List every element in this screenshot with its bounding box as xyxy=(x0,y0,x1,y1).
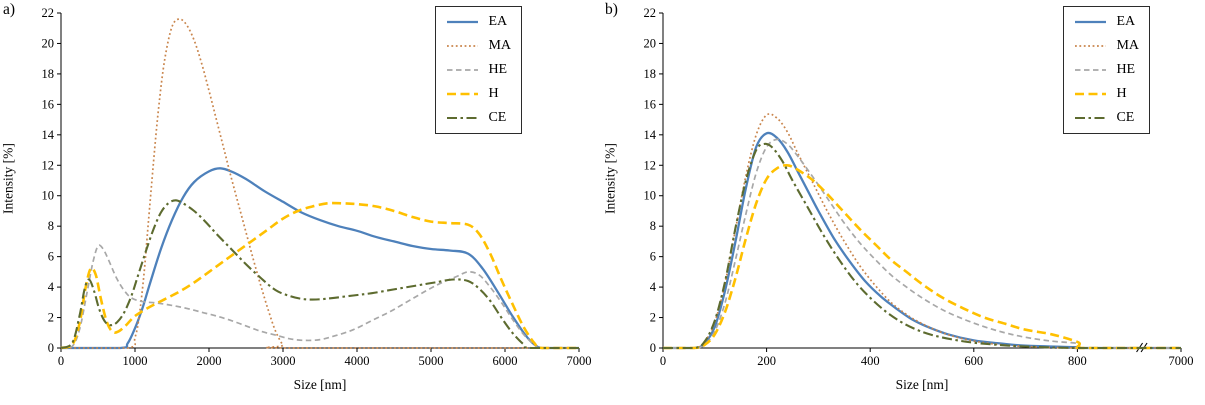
legend-entry-EA: EA xyxy=(446,15,511,29)
panel-b: b) Intensity [%] 0 2 4 6 8 10 12 14 16 18 20 22 0 200… xyxy=(602,0,1204,405)
panel-a-label: a) xyxy=(3,1,16,18)
y-tick-label: 0 xyxy=(48,341,54,355)
x-tick-label: 7000 xyxy=(567,354,592,368)
chart-a-canvas: 0 2 4 6 8 10 12 14 16 18 20 22 0 1000 2000 3000 4000 5000… xyxy=(42,6,592,368)
legend-entry-HE: HE xyxy=(1074,63,1139,77)
x-tick-label: 1000 xyxy=(123,354,148,368)
legend-label: H xyxy=(1116,86,1127,101)
legend-entry-MA: MA xyxy=(446,39,511,53)
legend-entry-EA: EA xyxy=(1074,15,1139,29)
y-tick-label: 2 xyxy=(48,311,54,325)
series-line-H xyxy=(663,163,1181,350)
legend-entry-H: H xyxy=(1074,87,1139,101)
legend-entry-CE: CE xyxy=(446,111,511,125)
legend-line-sample-CE xyxy=(447,116,479,120)
legend-line-sample-MA xyxy=(447,45,479,47)
y-tick-label: 6 xyxy=(650,250,656,264)
y-axis-title-b: Intensity [%] xyxy=(602,143,618,215)
y-tick-label: 10 xyxy=(42,189,55,203)
legend-line-sample-MA xyxy=(1075,45,1107,47)
y-tick-label: 6 xyxy=(48,250,54,264)
y-tick-label: 22 xyxy=(644,6,657,20)
x-tick-label: 0 xyxy=(660,354,666,368)
series-line-CE xyxy=(60,199,579,350)
legend-entry-H: H xyxy=(446,87,511,101)
series-line-EA xyxy=(663,131,1181,350)
panel-a: a) Intensity [%] 0 2 4 6 8 10 12 14 16 18 20 22 0 100… xyxy=(0,0,602,405)
x-tick-label: 6000 xyxy=(493,354,518,368)
x-axis-title-b: Size [nm] xyxy=(895,377,949,392)
x-axis-title-a: Size [nm] xyxy=(293,377,347,392)
series-line-MA xyxy=(663,113,1181,349)
legend-line-sample-H xyxy=(1075,92,1107,96)
x-tick-label: 5000 xyxy=(419,354,444,368)
legend-line-sample-HE xyxy=(1075,69,1107,71)
y-tick-label: 14 xyxy=(644,128,657,142)
legend-line-sample-EA xyxy=(447,20,479,24)
chart-b-canvas: 0 2 4 6 8 10 12 14 16 18 20 22 0 200 400 600 800 7000 xyxy=(644,6,1194,368)
y-tick-label: 20 xyxy=(644,36,657,50)
y-tick-label: 8 xyxy=(48,219,54,233)
y-tick-label: 12 xyxy=(644,158,657,172)
legend-line-sample-CE xyxy=(1075,116,1107,120)
x-tick-label: 0 xyxy=(58,354,64,368)
legend-label: EA xyxy=(1116,14,1136,29)
y-tick-label: 14 xyxy=(42,128,55,142)
y-tick-label: 4 xyxy=(650,280,657,294)
y-tick-label: 10 xyxy=(644,189,657,203)
x-tick-label: 2000 xyxy=(197,354,222,368)
legend-line-sample-EA xyxy=(1075,20,1107,24)
legend-label: H xyxy=(488,86,499,101)
legend-a: EA MA HE H CE xyxy=(435,6,522,134)
legend-b: EA MA HE H CE xyxy=(1063,6,1150,134)
series-line-HE xyxy=(663,138,1181,349)
y-axis-title-a: Intensity [%] xyxy=(0,143,16,215)
legend-label: HE xyxy=(1116,62,1136,77)
legend-label: EA xyxy=(488,14,508,29)
legend-entry-HE: HE xyxy=(446,63,511,77)
legend-line-sample-HE xyxy=(447,69,479,71)
series-line-HE xyxy=(60,244,579,349)
x-tick-label: 200 xyxy=(757,354,776,368)
panel-b-label: b) xyxy=(605,1,618,18)
y-tick-label: 18 xyxy=(644,67,657,81)
y-tick-label: 8 xyxy=(650,219,656,233)
legend-label: CE xyxy=(488,110,507,125)
y-tick-label: 20 xyxy=(42,36,55,50)
y-tick-label: 4 xyxy=(48,280,55,294)
y-tick-label: 16 xyxy=(644,97,657,111)
y-tick-label: 0 xyxy=(650,341,656,355)
y-tick-label: 16 xyxy=(42,97,55,111)
x-tick-label: 400 xyxy=(861,354,880,368)
x-tick-label: 600 xyxy=(964,354,983,368)
y-tick-label: 18 xyxy=(42,67,55,81)
y-tick-label: 2 xyxy=(650,311,656,325)
y-tick-label: 22 xyxy=(42,6,55,20)
series-line-EA xyxy=(61,167,579,350)
legend-label: MA xyxy=(488,38,511,53)
legend-entry-MA: MA xyxy=(1074,39,1139,53)
legend-entry-CE: CE xyxy=(1074,111,1139,125)
x-tick-label: 3000 xyxy=(271,354,296,368)
legend-label: HE xyxy=(488,62,508,77)
y-tick-label: 12 xyxy=(42,158,55,172)
series-line-H xyxy=(60,201,579,350)
legend-label: CE xyxy=(1116,110,1135,125)
x-tick-label: 7000 xyxy=(1169,354,1194,368)
series-line-CE xyxy=(663,142,1181,350)
x-tick-label: 4000 xyxy=(345,354,370,368)
legend-label: MA xyxy=(1116,38,1139,53)
legend-line-sample-H xyxy=(447,92,479,96)
x-tick-label: 800 xyxy=(1068,354,1087,368)
